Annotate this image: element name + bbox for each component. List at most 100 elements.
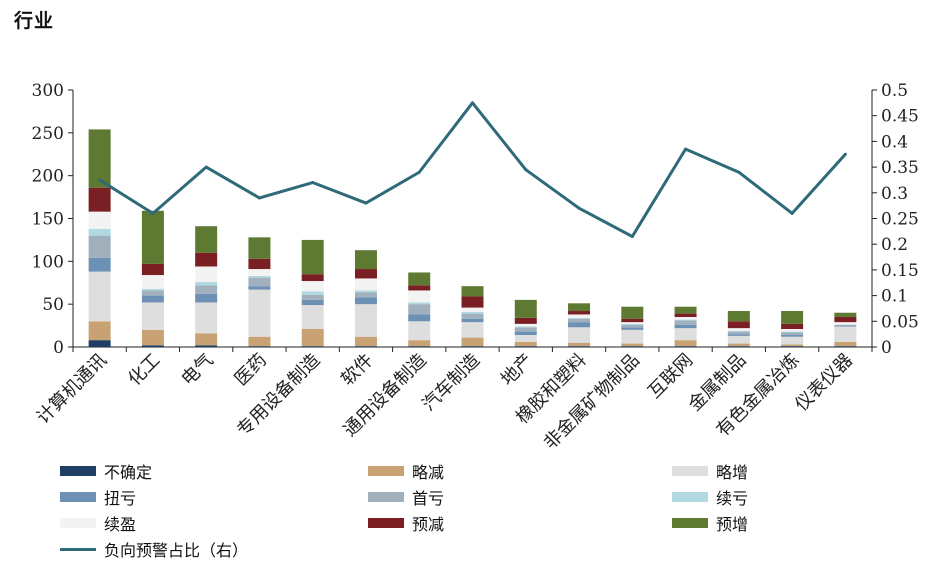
- bar-segment: [88, 235, 111, 258]
- bar-segment: [301, 346, 324, 347]
- legend-label: 扭亏: [104, 489, 137, 508]
- x-tick-label: 化工: [124, 350, 164, 390]
- bar-segment: [248, 286, 271, 290]
- legend-item: 预减: [368, 512, 444, 534]
- bar-segment: [834, 317, 857, 323]
- bar-segment: [248, 269, 271, 276]
- bar-segment: [461, 318, 484, 323]
- legend-label: 预增: [716, 515, 749, 534]
- legend-swatch: [368, 518, 404, 528]
- legend-item: 续盈: [60, 512, 136, 534]
- legend-item: 不确定: [60, 460, 152, 482]
- chart-legend: 不确定 略减 略增 扭亏 首亏 续亏 续盈 预减 预增 负向预警占比（右）: [60, 460, 920, 576]
- bar-segment: [674, 313, 697, 318]
- bar-segment: [408, 304, 431, 315]
- bar-segment: [195, 293, 218, 303]
- bar-segment: [408, 314, 431, 322]
- line-point: [471, 101, 474, 105]
- line-point: [737, 170, 741, 174]
- bar-segment: [834, 325, 857, 327]
- x-tick-label: 仪表仪器: [791, 350, 857, 416]
- legend-label: 不确定: [104, 463, 153, 482]
- bar-segment: [568, 318, 591, 323]
- line-point: [311, 181, 315, 185]
- bar-segment: [141, 290, 164, 296]
- bar-segment: [195, 266, 218, 282]
- bar-segment: [727, 321, 750, 329]
- y-tick-label: 200: [32, 167, 64, 187]
- bar-segment: [514, 323, 537, 327]
- bar-segment: [514, 299, 537, 318]
- bar-segment: [141, 302, 164, 330]
- bar-segment: [781, 311, 804, 324]
- legend-label: 首亏: [412, 489, 445, 508]
- legend-label: 略减: [412, 463, 445, 482]
- legend-label: 续亏: [716, 489, 749, 508]
- bar-segment: [354, 292, 377, 298]
- page-title: 行业: [14, 10, 55, 32]
- x-tick-label: 汽车制造: [418, 350, 484, 416]
- bar-segment: [248, 275, 271, 278]
- x-tick-label: 电气: [177, 350, 217, 390]
- bar-segment: [248, 258, 271, 270]
- bar-segment: [621, 324, 644, 328]
- bar-segment: [141, 275, 164, 289]
- bar-segment: [727, 334, 750, 336]
- bar-segment: [88, 271, 111, 322]
- bar-segment: [621, 346, 644, 347]
- bar-segment: [354, 336, 377, 347]
- bar-segment: [514, 346, 537, 347]
- bar-segment: [301, 329, 324, 347]
- bar-segment: [408, 285, 431, 291]
- bar-segment: [195, 302, 218, 334]
- bar-segment: [461, 337, 484, 347]
- x-tick-label: 医药: [231, 350, 271, 390]
- legend-label: 预减: [412, 515, 445, 534]
- line-series: [98, 101, 847, 238]
- bar-segment: [248, 289, 271, 337]
- line-point: [204, 165, 208, 169]
- bar-segment: [301, 299, 324, 306]
- bar-segment: [834, 346, 857, 347]
- legend-label: 负向预警占比（右）: [104, 541, 249, 560]
- bar-segment: [674, 346, 697, 347]
- legend-item: 略减: [368, 460, 444, 482]
- y2-tick-label: 0.1: [881, 287, 908, 307]
- bar-segment: [621, 306, 644, 319]
- bar-segment: [834, 324, 857, 326]
- line-point: [417, 170, 421, 174]
- bar-segment: [727, 331, 750, 335]
- bar-segment: [514, 341, 537, 347]
- bar-segment: [461, 346, 484, 347]
- legend-item: 预增: [672, 512, 748, 534]
- x-tick-label: 地产: [497, 350, 537, 390]
- bar-segment: [621, 323, 644, 325]
- bar-segment: [514, 326, 537, 328]
- bar-segment: [88, 257, 111, 272]
- bar-segment: [354, 304, 377, 337]
- bar-segment: [408, 302, 431, 305]
- x-tick-label: 软件: [337, 350, 377, 390]
- bar-segment: [88, 211, 111, 229]
- line-point: [364, 201, 368, 205]
- bar-segment: [88, 187, 111, 212]
- y2-tick-label: 0.4: [881, 132, 908, 152]
- bar-segment: [781, 344, 804, 347]
- legend-item: 扭亏: [60, 486, 136, 508]
- bar-segment: [781, 331, 804, 333]
- bar-segment: [195, 333, 218, 346]
- bar-segment: [248, 346, 271, 347]
- y-tick-label: 100: [32, 252, 64, 272]
- legend-item: 负向预警占比（右）: [60, 538, 248, 560]
- legend-swatch: [60, 492, 96, 502]
- bar-segment: [514, 327, 537, 332]
- bar-segment: [727, 346, 750, 347]
- bar-segment: [141, 345, 164, 347]
- y2-tick-label: 0.15: [881, 261, 919, 281]
- bar-segment: [301, 239, 324, 275]
- legend-swatch: [672, 518, 708, 528]
- bar-segment: [674, 320, 697, 325]
- y2-tick-label: 0.2: [881, 235, 908, 255]
- bar-segment: [195, 281, 218, 286]
- line-point: [684, 147, 688, 151]
